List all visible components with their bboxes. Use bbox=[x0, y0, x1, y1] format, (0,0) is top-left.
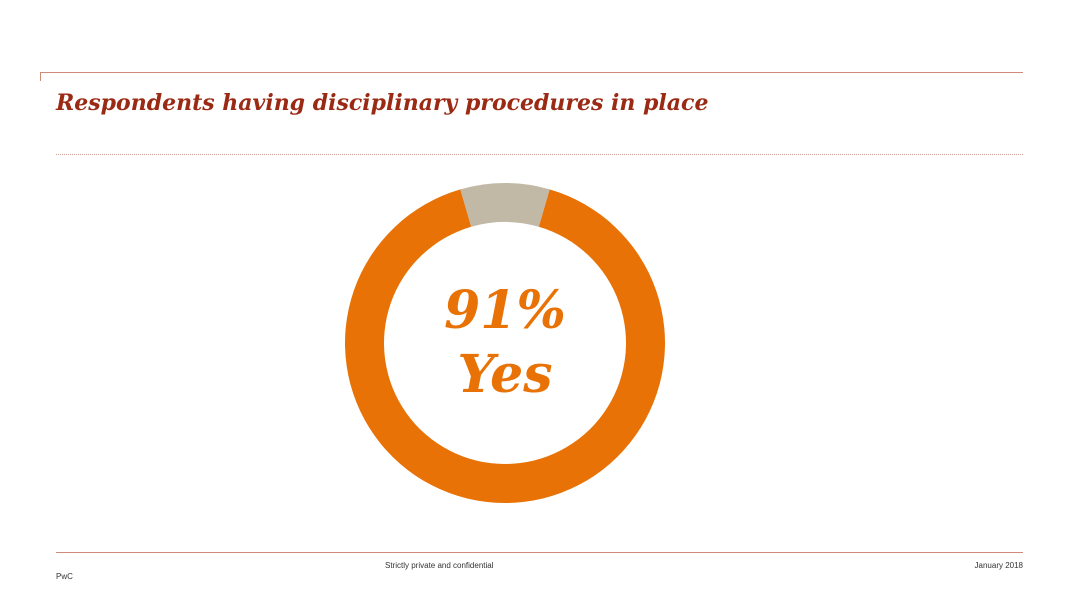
top-corner-tick bbox=[40, 72, 41, 81]
top-rule bbox=[40, 72, 1023, 73]
donut-chart-svg bbox=[345, 183, 665, 503]
footer-brand: PwC bbox=[56, 572, 73, 581]
title-divider bbox=[56, 154, 1023, 155]
footer-rule bbox=[56, 552, 1023, 553]
donut-slice-no bbox=[460, 183, 550, 227]
donut-chart: 91% Yes bbox=[340, 178, 670, 508]
footer-confidential: Strictly private and confidential bbox=[385, 561, 494, 570]
footer-date: January 2018 bbox=[974, 561, 1023, 570]
slide-title: Respondents having disciplinary procedur… bbox=[56, 90, 709, 116]
donut-slice-yes bbox=[345, 189, 665, 503]
